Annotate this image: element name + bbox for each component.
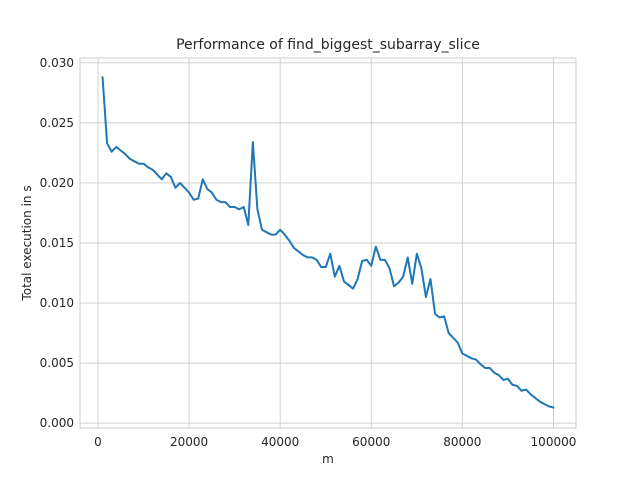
y-tick-label: 0.015 [40,236,74,250]
y-gridlines [80,62,576,424]
x-tick-label: 20000 [170,435,208,449]
y-tick-label: 0.005 [40,356,74,370]
x-tick-labels: 0 20000 40000 60000 80000 100000 [94,435,576,449]
x-tick-label: 100000 [531,435,577,449]
y-tick-label: 0.010 [40,296,74,310]
chart-title: Performance of find_biggest_subarray_sli… [176,37,480,53]
y-tick-label: 0.020 [40,176,74,190]
x-tick-label: 0 [94,435,102,449]
y-tick-label: 0.000 [40,416,74,430]
y-tick-labels: 0.000 0.005 0.010 0.015 0.020 0.025 0.030 [40,56,74,430]
series-layer [101,76,555,409]
x-axis-title: m [322,452,334,466]
plot-area-frame [79,57,577,429]
series-line-0 [101,76,555,409]
x-tick-label: 40000 [261,435,299,449]
y-axis-title: Total execution in s [20,185,34,301]
x-tick-label: 60000 [352,435,390,449]
y-tick-label: 0.030 [40,56,74,70]
x-tick-label: 80000 [443,435,481,449]
y-tick-label: 0.025 [40,116,74,130]
